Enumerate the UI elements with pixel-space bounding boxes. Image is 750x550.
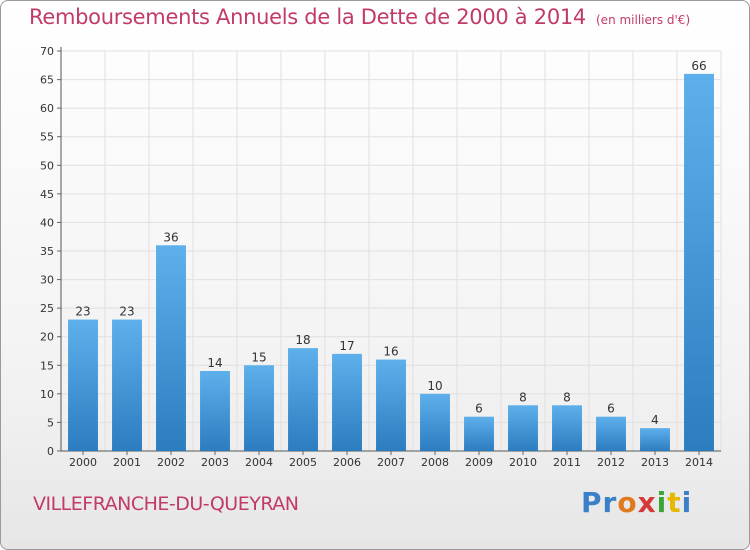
bar-2008 bbox=[420, 393, 450, 451]
bar-2010 bbox=[508, 405, 538, 451]
x-tick-label-2002: 2002 bbox=[157, 456, 185, 469]
chart-title-text: Remboursements Annuels de la Dette de 20… bbox=[29, 5, 586, 29]
data-label-2001: 23 bbox=[119, 305, 134, 319]
data-labels: 23 23 36 14 15 18 17 16 10 6 8 8 6 4 66 bbox=[75, 59, 706, 427]
x-tick-label-2009: 2009 bbox=[465, 456, 493, 469]
commune-name: VILLEFRANCHE-DU-QUEYRAN bbox=[33, 493, 299, 515]
y-tick-label: 25 bbox=[40, 302, 54, 315]
data-label-2005: 18 bbox=[295, 333, 310, 347]
y-tick-label: 45 bbox=[40, 188, 54, 201]
y-tick-label: 35 bbox=[40, 245, 54, 258]
bar-2004 bbox=[244, 365, 274, 451]
data-label-2008: 10 bbox=[427, 379, 442, 393]
x-tick-label-2003: 2003 bbox=[201, 456, 229, 469]
brand-logo: Proxiti bbox=[581, 486, 692, 519]
y-tick-label: 10 bbox=[40, 388, 54, 401]
brand-logo-letter: i bbox=[681, 486, 693, 519]
y-tick-label: 50 bbox=[40, 159, 54, 172]
x-tick-label-2013: 2013 bbox=[641, 456, 669, 469]
bar-2000 bbox=[68, 319, 98, 451]
x-tick-label-2007: 2007 bbox=[377, 456, 405, 469]
bar-2009 bbox=[464, 416, 494, 451]
brand-logo-letter: t bbox=[667, 486, 682, 519]
y-tick-label: 60 bbox=[40, 102, 54, 115]
y-tick-label: 30 bbox=[40, 274, 54, 287]
brand-logo-letter: r bbox=[602, 486, 618, 519]
bar-2014 bbox=[684, 73, 714, 451]
data-label-2002: 36 bbox=[163, 230, 178, 244]
data-label-2007: 16 bbox=[383, 345, 398, 359]
brand-logo-letter: x bbox=[637, 486, 657, 519]
y-tick-label: 20 bbox=[40, 331, 54, 344]
data-label-2010: 8 bbox=[519, 390, 527, 404]
y-tick-label: 5 bbox=[47, 416, 54, 429]
x-tick-labels: 2000 2001 2002 2003 2004 2005 2006 2007 2008 2009… bbox=[69, 456, 713, 469]
y-tick-label: 65 bbox=[40, 74, 54, 87]
y-tick-labels: 0 5 10 15 20 25 30 35 40 45 50 55 60 65 70 bbox=[40, 45, 54, 458]
data-label-2014: 66 bbox=[691, 59, 706, 73]
data-label-2006: 17 bbox=[339, 339, 354, 353]
brand-logo-letter: P bbox=[581, 486, 603, 519]
x-tick-label-2014: 2014 bbox=[685, 456, 713, 469]
data-label-2011: 8 bbox=[563, 390, 571, 404]
x-tick-label-2005: 2005 bbox=[289, 456, 317, 469]
data-label-2003: 14 bbox=[207, 356, 222, 370]
bar-2011 bbox=[552, 405, 582, 451]
x-tick-label-2012: 2012 bbox=[597, 456, 625, 469]
x-tick-label-2006: 2006 bbox=[333, 456, 361, 469]
x-tick-label-2011: 2011 bbox=[553, 456, 581, 469]
bar-2001 bbox=[112, 319, 142, 451]
bar-2006 bbox=[332, 353, 362, 451]
data-label-2009: 6 bbox=[475, 402, 483, 416]
brand-logo-letter: o bbox=[617, 486, 638, 519]
data-label-2012: 6 bbox=[607, 402, 615, 416]
bar-2012 bbox=[596, 416, 626, 451]
data-label-2004: 15 bbox=[251, 350, 266, 364]
bar-2005 bbox=[288, 348, 318, 451]
data-label-2000: 23 bbox=[75, 305, 90, 319]
x-tick-label-2008: 2008 bbox=[421, 456, 449, 469]
bar-2003 bbox=[200, 371, 230, 451]
y-tick-label: 15 bbox=[40, 359, 54, 372]
y-tick-label: 55 bbox=[40, 131, 54, 144]
y-tick-label: 40 bbox=[40, 216, 54, 229]
x-tick-label-2010: 2010 bbox=[509, 456, 537, 469]
y-tick-label: 0 bbox=[47, 445, 54, 458]
bar-2007 bbox=[376, 359, 406, 451]
x-tick-label-2000: 2000 bbox=[69, 456, 97, 469]
bars bbox=[68, 73, 714, 451]
y-tick-label: 70 bbox=[40, 45, 54, 58]
bar-2013 bbox=[640, 428, 670, 451]
brand-logo-letter: i bbox=[656, 486, 668, 519]
bar-2002 bbox=[156, 245, 186, 451]
x-tick-label-2001: 2001 bbox=[113, 456, 141, 469]
chart-subtitle: (en milliers d'€) bbox=[596, 13, 691, 27]
x-tick-label-2004: 2004 bbox=[245, 456, 273, 469]
data-label-2013: 4 bbox=[651, 413, 659, 427]
chart-title: Remboursements Annuels de la Dette de 20… bbox=[29, 5, 690, 29]
